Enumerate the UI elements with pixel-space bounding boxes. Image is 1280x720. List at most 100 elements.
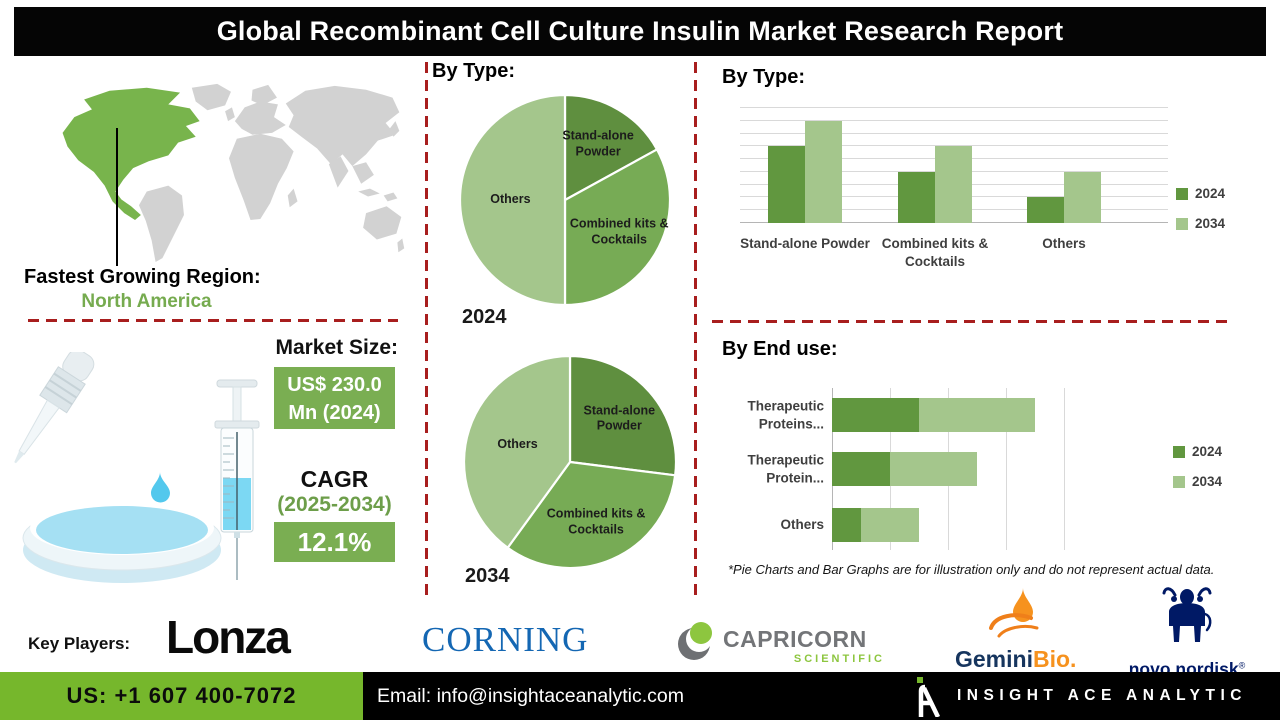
novo-nordisk-logo: novo nordisk® bbox=[1122, 584, 1252, 680]
bar-therapeutic-protein-2024 bbox=[832, 452, 890, 486]
region-value: North America bbox=[81, 291, 212, 312]
capricorn-icon bbox=[678, 622, 712, 660]
pie-slice-stand-alone-powder-2024 bbox=[563, 94, 659, 202]
bar-chart-legend: 2024 2034 bbox=[1176, 186, 1225, 246]
category-label: Therapeutic Protein... bbox=[747, 452, 824, 485]
cagr-label: CAGR bbox=[300, 466, 369, 492]
disclaimer-footnote: *Pie Charts and Bar Graphs are for illus… bbox=[728, 562, 1215, 577]
map-gray-continents bbox=[138, 83, 405, 263]
category-label: Others bbox=[1042, 236, 1086, 251]
pie-section-heading: By Type: bbox=[432, 60, 515, 82]
bar-others-2034 bbox=[1064, 171, 1101, 223]
legend-item: 2034 bbox=[1173, 474, 1222, 489]
footer-email: Email: info@insightaceanalytic.com bbox=[377, 685, 685, 707]
divider-vertical-right bbox=[694, 62, 697, 598]
divider-horizontal-right bbox=[712, 320, 1232, 323]
footer-phone: US: +1 607 400-7072 bbox=[66, 683, 297, 708]
bar-therapeutic-proteins-2034 bbox=[919, 398, 1035, 432]
pie-slice-others-2034 bbox=[463, 355, 572, 549]
legend-label: 2024 bbox=[1195, 186, 1226, 201]
pie-2024-year-label: 2024 bbox=[462, 306, 507, 328]
title-bar: Global Recombinant Cell Culture Insulin … bbox=[14, 7, 1266, 56]
bar-therapeutic-protein-2034 bbox=[890, 452, 977, 486]
pie-2034-year-label: 2034 bbox=[465, 565, 510, 587]
legend-item: 2024 bbox=[1176, 186, 1225, 201]
page-title: Global Recombinant Cell Culture Insulin … bbox=[216, 16, 1064, 46]
footer-phone-bar: US: +1 607 400-7072 bbox=[0, 672, 363, 720]
category-label: Stand-alone Powder bbox=[740, 236, 870, 251]
world-map bbox=[62, 83, 405, 263]
geminibio-icon bbox=[989, 588, 1039, 638]
cagr-value-box: 12.1% bbox=[274, 522, 395, 562]
bar-stand-alone-powder-2024 bbox=[768, 146, 805, 223]
pie-slice-label: Combined kits & Cocktails bbox=[546, 506, 646, 537]
gridline bbox=[740, 132, 1168, 134]
footer-contact-bar: Email: info@insightaceanalytic.com INSIG… bbox=[363, 672, 1280, 720]
pie-svg-2034 bbox=[463, 355, 677, 569]
gridline bbox=[740, 107, 1168, 108]
bar-stand-alone-powder-2034 bbox=[805, 120, 842, 223]
bar-others-2034 bbox=[861, 508, 919, 542]
legend-swatch-2024 bbox=[1173, 445, 1185, 458]
legend-label: 2024 bbox=[1192, 444, 1223, 459]
pie-chart-2034: Stand-alone Powder Combined kits & Cockta… bbox=[463, 355, 677, 569]
pie-slice-combined-kits-cocktails-2034 bbox=[506, 460, 677, 569]
gemini-bio-text: Bio. bbox=[1032, 646, 1077, 672]
category-label: Combined kits & Cocktails bbox=[881, 236, 989, 270]
pie-slice-others-2024 bbox=[459, 94, 567, 306]
registered-mark: ® bbox=[1238, 660, 1246, 671]
lonza-logo: Lonza bbox=[166, 611, 291, 663]
pie-slice-combined-kits-cocktails-2024 bbox=[563, 148, 671, 306]
category-label: Others bbox=[780, 517, 824, 533]
gridline bbox=[1064, 388, 1065, 550]
market-size-line2: Mn (2024) bbox=[288, 402, 381, 424]
pie-slice-label: Others bbox=[497, 437, 538, 452]
syringe-icon bbox=[214, 379, 260, 580]
dropper-icon bbox=[14, 352, 95, 464]
capricorn-name: CAPRICORN bbox=[723, 626, 867, 652]
petri-dish-icon bbox=[22, 501, 222, 583]
bar-others-2024 bbox=[832, 508, 861, 542]
region-pointer-line bbox=[116, 128, 118, 266]
pie-svg-2024 bbox=[459, 94, 671, 306]
divider-vertical-left bbox=[425, 62, 428, 598]
legend-item: 2034 bbox=[1176, 216, 1225, 231]
bar-chart-heading: By Type: bbox=[722, 66, 805, 88]
bar-combined-kits-cocktails-2034 bbox=[935, 146, 972, 223]
enduse-category-labels: Therapeutic Proteins... Therapeutic Prote… bbox=[710, 388, 824, 550]
liquid-drop-icon bbox=[151, 472, 170, 503]
market-size-value-box: US$ 230.0 Mn (2024) bbox=[274, 367, 395, 429]
legend-swatch-2034 bbox=[1173, 475, 1185, 488]
novo-nordisk-bull-icon bbox=[1162, 587, 1212, 642]
map-north-america-highlight bbox=[62, 87, 200, 220]
bar-others-2024 bbox=[1027, 197, 1064, 223]
enduse-chart-heading: By End use: bbox=[722, 338, 838, 360]
pie-slice-stand-alone-powder-2034 bbox=[568, 355, 677, 477]
enduse-chart-legend: 2024 2034 bbox=[1173, 444, 1222, 504]
pie-slice-label: Combined kits & Cocktails bbox=[569, 216, 669, 247]
key-players-label: Key Players: bbox=[28, 634, 131, 653]
region-heading: Fastest Growing Region: bbox=[24, 266, 261, 288]
legend-label: 2034 bbox=[1192, 474, 1223, 489]
pie-chart-2024: Stand-alone Powder Combined kits & Cockta… bbox=[459, 94, 671, 306]
divider-horizontal-left bbox=[28, 319, 398, 322]
gridline bbox=[1006, 388, 1007, 550]
legend-swatch-2024 bbox=[1176, 187, 1188, 200]
footer-brand: INSIGHT ACE ANALYTIC bbox=[957, 687, 1247, 704]
pie-slice-label: Stand-alone Powder bbox=[562, 128, 634, 158]
gridline bbox=[740, 145, 1168, 147]
capricorn-subtitle: SCIENTIFIC bbox=[793, 653, 885, 665]
legend-item: 2024 bbox=[1173, 444, 1222, 459]
bar-chart-by-type: Stand-alone Powder Combined kits & Cockta… bbox=[740, 107, 1168, 269]
pie-slice-label: Others bbox=[490, 192, 531, 207]
market-size-line1: US$ 230.0 bbox=[287, 374, 382, 396]
legend-label: 2034 bbox=[1195, 216, 1226, 231]
market-size-heading: Market Size: bbox=[275, 336, 398, 359]
insight-ace-logo-icon bbox=[917, 677, 941, 717]
lab-illustration bbox=[14, 352, 260, 583]
bar-chart-by-enduse bbox=[832, 388, 1065, 550]
pie-slice-label: Stand-alone Powder bbox=[583, 402, 656, 433]
cagr-period: (2025-2034) bbox=[277, 493, 392, 516]
corning-logo: CORNING bbox=[422, 620, 589, 659]
